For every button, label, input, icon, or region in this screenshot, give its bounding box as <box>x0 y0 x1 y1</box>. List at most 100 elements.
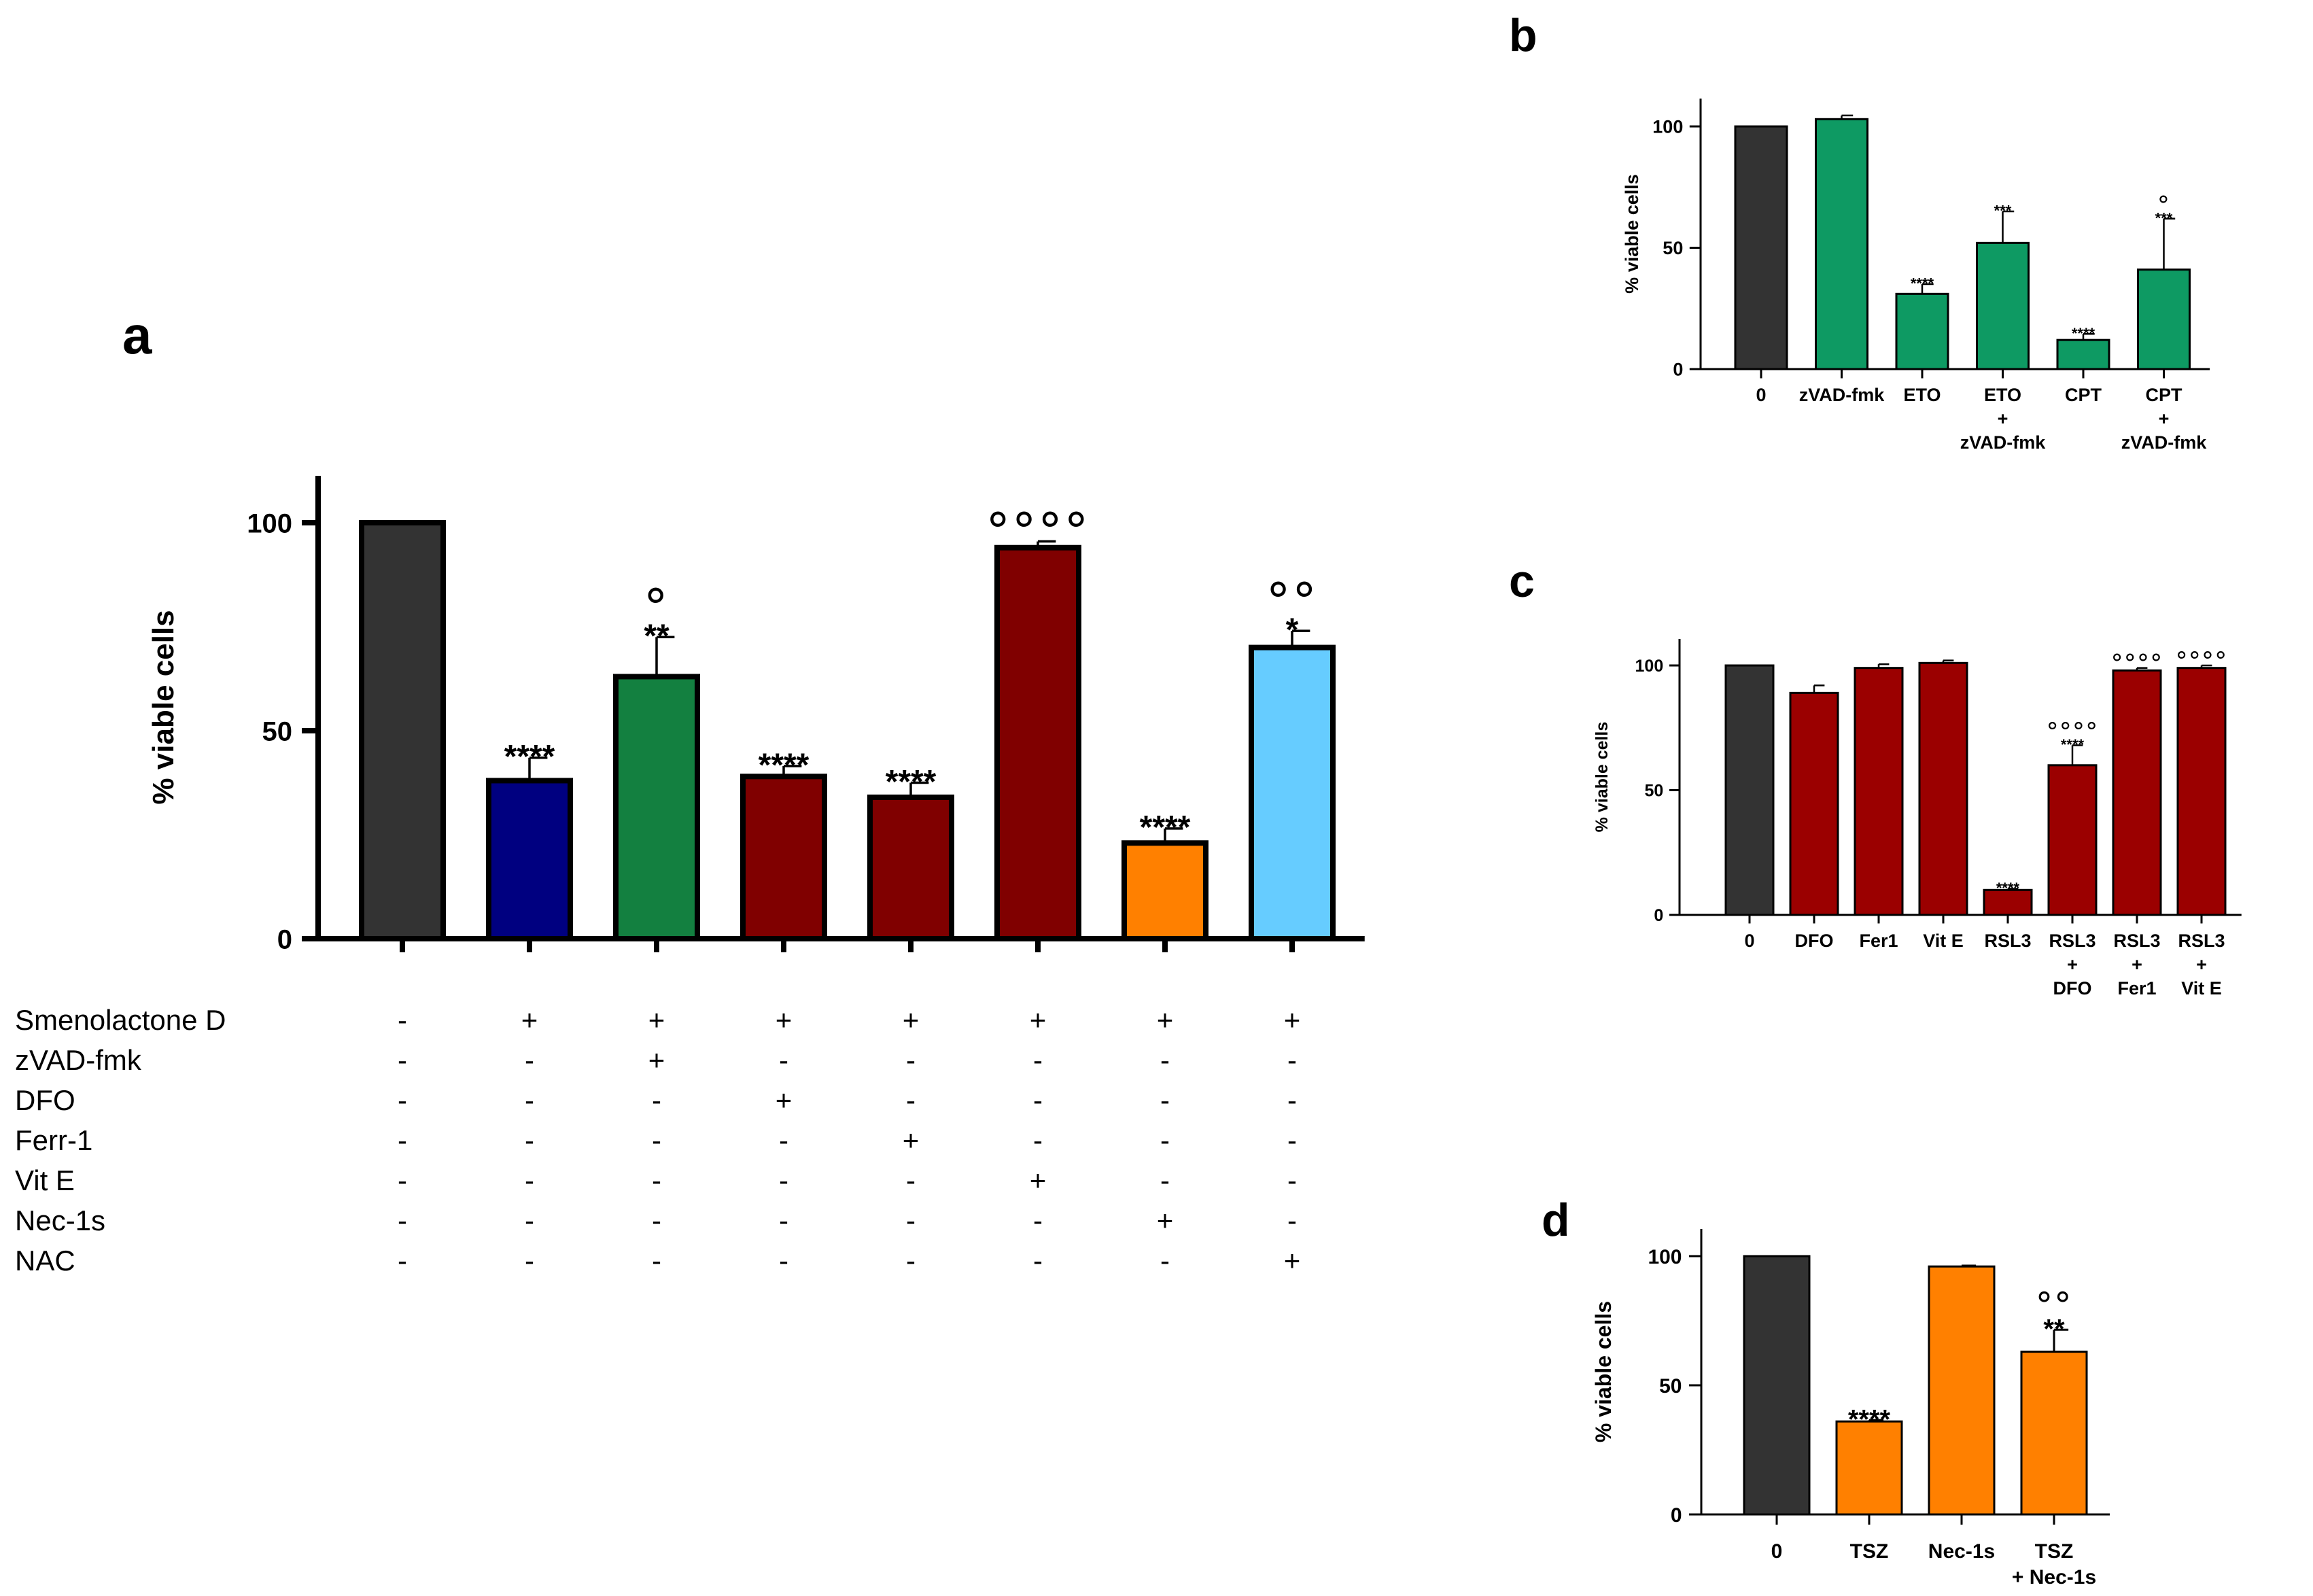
bar <box>1835 1420 1903 1516</box>
condition-sign: - <box>652 1204 661 1236</box>
bar <box>867 794 954 942</box>
x-tick-label: ETO <box>1984 385 2021 405</box>
condition-sign: + <box>1030 1004 1047 1036</box>
condition-label: NAC <box>15 1245 75 1277</box>
bar <box>1724 664 1775 916</box>
bar <box>1918 661 1968 916</box>
condition-sign: - <box>398 1245 407 1277</box>
significance-circles: °°°° <box>986 502 1090 559</box>
x-tick-label: RSL3 <box>2178 931 2225 951</box>
bar <box>1743 1255 1811 1516</box>
condition-sign: + <box>521 1004 538 1036</box>
y-tick-label: 0 <box>277 924 292 954</box>
condition-sign: - <box>1160 1245 1170 1277</box>
condition-sign: - <box>1287 1204 1297 1236</box>
x-tick-label: CPT <box>2065 385 2102 405</box>
condition-sign: - <box>1287 1124 1297 1156</box>
condition-label: Vit E <box>15 1164 75 1196</box>
y-tick-label: 100 <box>1635 657 1664 676</box>
panel-c: c % viable cells 0 50 100 0 DFO Fer1 Vit E **** RS… <box>1509 555 2242 999</box>
x-tick-label: + <box>2159 409 2170 429</box>
condition-sign: - <box>779 1204 788 1236</box>
bar <box>1249 644 1336 941</box>
condition-sign: - <box>1287 1044 1297 1076</box>
y-tick-label: 50 <box>1644 782 1663 801</box>
x-tick-label: Vit E <box>1923 931 1964 951</box>
x-tick-label: RSL3 <box>2113 931 2160 951</box>
y-tick-label: 0 <box>1673 360 1683 380</box>
condition-sign: - <box>1033 1044 1043 1076</box>
x-tick-label: CPT <box>2146 385 2183 405</box>
bar <box>1854 667 1904 916</box>
condition-sign: - <box>398 1044 407 1076</box>
condition-label: zVAD-fmk <box>15 1044 142 1076</box>
condition-sign: - <box>652 1245 661 1277</box>
condition-sign: + <box>1157 1204 1174 1236</box>
condition-sign: - <box>525 1084 534 1116</box>
condition-label: Smenolactone D <box>15 1004 226 1036</box>
panel-letter-b: b <box>1509 10 1537 61</box>
x-tick-label: TSZ <box>2035 1540 2074 1563</box>
significance-stars: **** <box>2072 325 2095 342</box>
significance-stars: **** <box>1996 880 2020 897</box>
significance-stars: **** <box>1140 810 1191 846</box>
x-tick-label: zVAD-fmk <box>2121 432 2207 453</box>
condition-sign: - <box>398 1084 407 1116</box>
x-tick-label: 0 <box>1771 1540 1783 1563</box>
y-axis-label: % viable cells <box>1591 1301 1616 1442</box>
bar <box>2176 667 2227 916</box>
y-axis-label: % viable cells <box>1622 174 1642 294</box>
y-tick-label: 50 <box>1663 238 1683 258</box>
condition-sign: + <box>648 1004 665 1036</box>
condition-sign: - <box>525 1164 534 1196</box>
bar <box>740 774 827 941</box>
condition-sign: + <box>1284 1245 1301 1277</box>
condition-sign: - <box>779 1124 788 1156</box>
significance-stars: *** <box>1994 203 2012 220</box>
condition-sign: + <box>776 1004 793 1036</box>
bar <box>486 778 573 941</box>
significance-stars: **** <box>886 764 937 800</box>
y-tick-label: 100 <box>1652 117 1683 137</box>
bar <box>994 544 1081 941</box>
condition-sign: - <box>398 1124 407 1156</box>
x-tick-label: + <box>2132 954 2142 975</box>
bar <box>2047 764 2098 916</box>
x-tick-label: 0 <box>1744 931 1754 951</box>
bar <box>1815 118 1868 370</box>
condition-sign: - <box>1287 1084 1297 1116</box>
x-tick-label: TSZ <box>1850 1540 1889 1563</box>
x-tick-label: Fer1 <box>2117 978 2156 999</box>
x-tick-label: zVAD-fmk <box>1960 432 2046 453</box>
significance-circles: °°°° <box>2047 718 2099 746</box>
significance-circles: °°°° <box>2111 650 2163 678</box>
significance-stars: * <box>1286 612 1299 648</box>
x-tick-label: + Nec-1s <box>2012 1566 2096 1589</box>
significance-stars: *** <box>2155 209 2173 226</box>
y-tick-label: 50 <box>1659 1375 1682 1398</box>
bar <box>1928 1265 1996 1516</box>
x-tick-label: + <box>2067 954 2078 975</box>
condition-sign: - <box>1033 1245 1043 1277</box>
condition-sign: + <box>903 1004 920 1036</box>
condition-sign: - <box>906 1044 916 1076</box>
significance-stars: **** <box>504 739 555 775</box>
panel-letter-a: a <box>122 305 152 365</box>
condition-sign: - <box>906 1164 916 1196</box>
condition-sign: - <box>398 1204 407 1236</box>
bar <box>2137 268 2191 370</box>
condition-sign: - <box>525 1204 534 1236</box>
condition-sign: - <box>1160 1124 1170 1156</box>
x-tick-label: RSL3 <box>1984 931 2031 951</box>
condition-sign: - <box>779 1164 788 1196</box>
x-tick-label: Fer1 <box>1859 931 1898 951</box>
significance-circles: °°°° <box>2176 647 2228 675</box>
y-tick-label: 0 <box>1654 906 1663 925</box>
condition-sign: - <box>652 1084 661 1116</box>
condition-sign: - <box>779 1044 788 1076</box>
significance-stars: **** <box>2061 736 2085 753</box>
condition-sign: - <box>1033 1084 1043 1116</box>
x-tick-label: zVAD-fmk <box>1799 385 1885 405</box>
panel-letter-d: d <box>1542 1194 1570 1246</box>
condition-sign: - <box>1160 1044 1170 1076</box>
